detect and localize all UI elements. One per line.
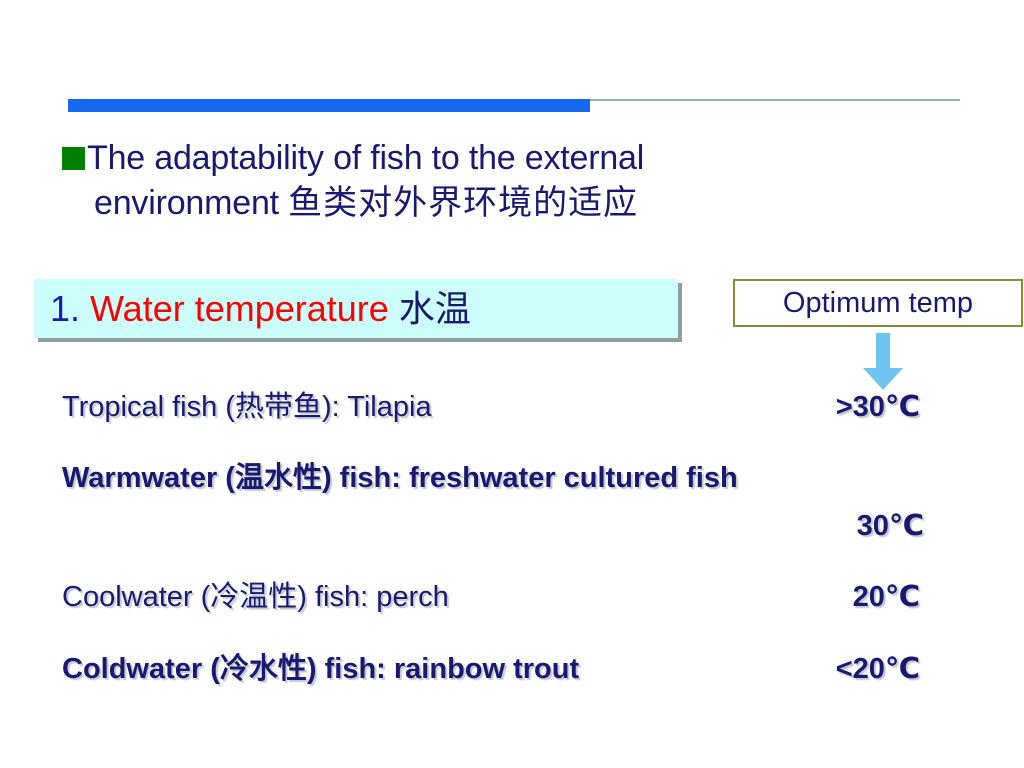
list-item: Coldwater (冷水性) fish: rainbow trout <20℃ <box>0 648 1024 692</box>
section-title-chinese: 水温 <box>398 289 471 330</box>
heading-line-2-chinese: 鱼类对外界环境的适应 <box>288 183 639 224</box>
row-label: Coolwater (冷温性) fish: perch <box>62 581 449 613</box>
green-square-bullet-icon <box>62 147 85 170</box>
heading-line-2: environment 鱼类对外界环境的适应 <box>62 181 962 226</box>
row-label: Warmwater (温水性) fish: freshwater culture… <box>62 462 738 494</box>
slide-heading: The adaptability of fish to the external… <box>62 136 962 226</box>
section-title-english: Water temperature <box>90 288 399 329</box>
header-rule-thick <box>68 99 590 112</box>
list-item: Warmwater (温水性) fish: freshwater culture… <box>0 457 1024 501</box>
heading-line-1-text: The adaptability of fish to the external <box>87 139 645 177</box>
down-arrow-icon <box>861 333 905 391</box>
row-value: 20℃ <box>852 581 920 613</box>
section-title-box: 1. Water temperature 水温 <box>34 279 678 338</box>
optimum-temp-callout: Optimum temp <box>733 279 1023 327</box>
list-item-value: 30℃ <box>0 505 1024 549</box>
optimum-temp-label: Optimum temp <box>782 287 974 319</box>
heading-line-1: The adaptability of fish to the external <box>62 136 962 181</box>
section-title-text: 1. Water temperature 水温 <box>50 284 471 335</box>
row-value: >30℃ <box>835 391 920 423</box>
row-label: Tropical fish (热带鱼): Tilapia <box>62 391 432 423</box>
row-value: 30℃ <box>856 510 924 542</box>
heading-line-2-english: environment <box>94 184 289 223</box>
section-number: 1. <box>50 288 91 329</box>
row-label: Coldwater (冷水性) fish: rainbow trout <box>62 653 580 685</box>
list-item: Coolwater (冷温性) fish: perch 20℃ <box>0 576 1024 620</box>
list-item: Tropical fish (热带鱼): Tilapia >30℃ <box>0 386 1024 430</box>
row-value: <20℃ <box>835 653 920 685</box>
